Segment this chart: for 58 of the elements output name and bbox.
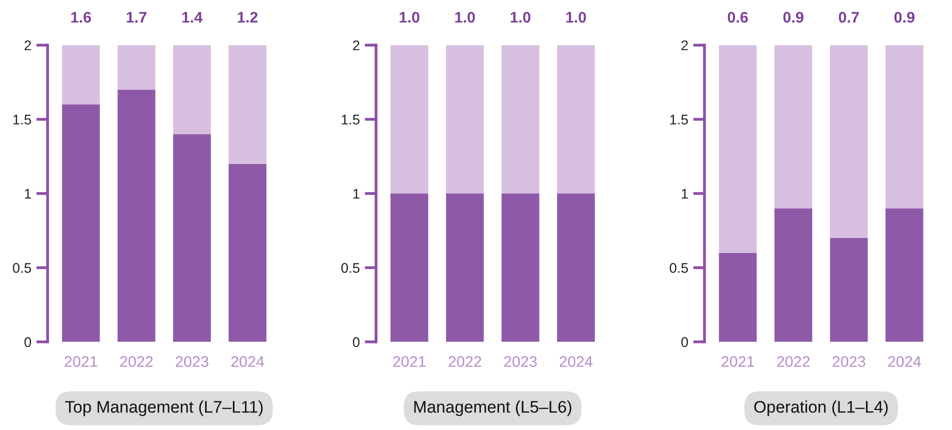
x-tick-label: 2024 <box>231 356 264 367</box>
bar <box>118 90 156 342</box>
data-label: 1.4 <box>182 12 203 23</box>
bar <box>774 45 812 208</box>
bar <box>830 238 868 342</box>
y-tick-label: 2 <box>353 40 360 50</box>
data-label: 0.6 <box>728 12 748 23</box>
x-tick-label: 2022 <box>120 356 153 367</box>
data-label: 0.7 <box>838 12 859 23</box>
y-tick-label: 1 <box>24 188 31 199</box>
y-tick-label: 2 <box>681 40 688 50</box>
x-tick-label: 2022 <box>448 356 482 367</box>
bar <box>886 208 924 342</box>
data-label: 1.2 <box>238 12 258 23</box>
data-label: 0.9 <box>783 12 804 23</box>
x-tick-label: 2023 <box>832 356 866 367</box>
data-label: 1.0 <box>510 12 530 23</box>
x-axis-title: Management (L5–L6) <box>414 400 572 416</box>
x-tick-label: 2024 <box>560 356 593 367</box>
x-axis-title: Top Management (L7–L11) <box>65 400 263 416</box>
y-tick-label: 1.5 <box>13 114 32 124</box>
data-label: 0.9 <box>894 12 914 23</box>
y-tick-label: 0 <box>352 337 360 348</box>
bar <box>118 45 156 90</box>
data-label: 1.0 <box>566 12 586 23</box>
y-tick-label: 0.5 <box>341 263 360 273</box>
x-tick-label: 2021 <box>393 356 426 367</box>
data-label: 1.6 <box>71 12 91 23</box>
y-tick-label: 1 <box>353 188 360 199</box>
y-tick-label: 0.5 <box>12 263 32 273</box>
y-tick-label: 2 <box>24 40 31 50</box>
bar <box>173 134 211 342</box>
y-tick-label: 0.5 <box>670 263 688 273</box>
data-label: 1.0 <box>400 12 420 23</box>
x-axis-title: Operation (L1–L4) <box>754 400 888 416</box>
bar <box>62 104 100 342</box>
data-label: 1.0 <box>455 12 475 23</box>
bar <box>228 45 266 164</box>
y-tick-label: 1 <box>682 188 688 199</box>
x-tick-label: 2024 <box>888 356 921 367</box>
x-tick-label: 2023 <box>176 356 208 367</box>
y-tick-label: 1.5 <box>670 114 688 124</box>
data-label: 1.7 <box>126 12 146 23</box>
x-tick-label: 2022 <box>777 356 810 367</box>
bar <box>718 252 757 342</box>
y-tick-label: 0 <box>681 337 688 348</box>
x-tick-label: 2023 <box>504 356 537 367</box>
bar <box>830 45 868 238</box>
bar <box>228 164 266 342</box>
bar <box>774 208 812 342</box>
y-tick-label: 0 <box>24 337 32 348</box>
y-tick-label: 1.5 <box>342 114 360 124</box>
x-tick-label: 2021 <box>722 356 754 367</box>
bar <box>173 45 211 134</box>
bar <box>718 45 757 253</box>
bar <box>62 45 100 104</box>
bar <box>886 45 924 208</box>
x-tick-label: 2021 <box>64 356 98 367</box>
